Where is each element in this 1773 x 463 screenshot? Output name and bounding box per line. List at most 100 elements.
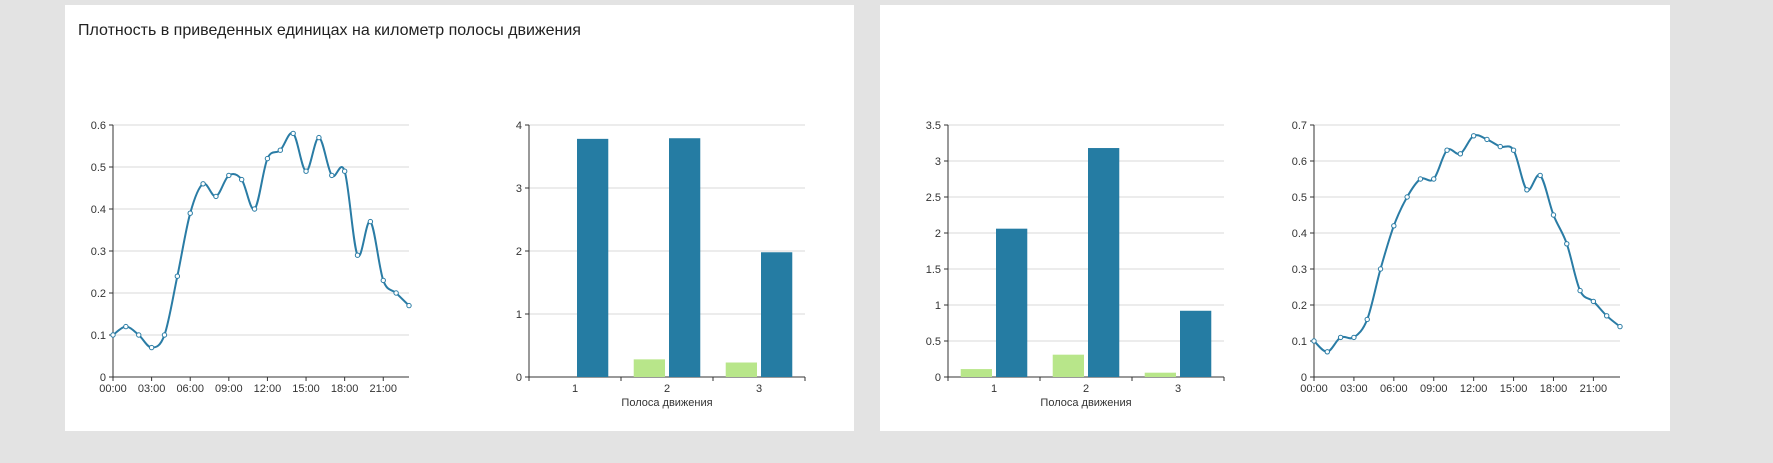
y-tick-label: 0.1 <box>91 330 106 342</box>
y-tick-label: 0 <box>1301 372 1307 384</box>
x-tick-label: 09:00 <box>1420 383 1448 395</box>
data-point <box>213 193 219 200</box>
bar-dark <box>761 252 793 377</box>
line-chart-right: 0 0.1 0.2 0.3 0.4 0.5 0.6 0.7 00:00 03:00 06:00 09:… <box>1292 120 1623 395</box>
data-point <box>1564 241 1570 247</box>
y-tick-label: 2.5 <box>926 192 941 204</box>
y-tick-label: 2 <box>935 228 941 240</box>
y-tick-label: 0 <box>935 372 941 384</box>
y-tick-label: 0.6 <box>1292 156 1307 168</box>
y-tick-label: 0.5 <box>926 336 941 348</box>
x-axis-title: Полоса движения <box>1040 397 1131 409</box>
data-point <box>277 147 284 153</box>
y-tick-label: 0.4 <box>1292 228 1307 240</box>
x-tick-label: 09:00 <box>215 383 243 395</box>
x-tick-label: 1 <box>991 383 997 395</box>
bar-dark <box>1088 148 1120 377</box>
data-point <box>329 172 335 179</box>
x-tick-label: 12:00 <box>1460 383 1488 395</box>
y-tick-label: 3.5 <box>926 120 941 132</box>
data-point <box>1524 187 1530 193</box>
data-point <box>1377 266 1384 272</box>
bar-light <box>1052 354 1084 377</box>
line-chart-left: 0 0.1 0.2 0.3 0.4 0.5 0.6 00:00 03:00 06:00 09:00 1… <box>91 120 412 395</box>
data-point <box>1497 143 1503 150</box>
x-tick-label: 03:00 <box>1340 383 1368 395</box>
data-point <box>1351 334 1357 341</box>
data-point <box>1550 212 1557 218</box>
data-point <box>1364 316 1370 323</box>
data-point <box>303 168 309 174</box>
y-tick-label: 0 <box>516 372 522 384</box>
data-point <box>1537 172 1543 179</box>
x-tick-label: 06:00 <box>176 383 204 395</box>
data-point <box>161 332 168 338</box>
data-point <box>1417 176 1424 182</box>
data-point <box>290 130 296 137</box>
data-point <box>1337 334 1344 341</box>
data-point <box>1484 136 1490 143</box>
data-point <box>200 181 206 187</box>
y-tick-label: 3 <box>935 156 941 168</box>
panel-title: Плотность в приведенных единицах на кило… <box>78 22 581 39</box>
y-tick-label: 4 <box>516 120 522 132</box>
data-point <box>406 302 412 309</box>
y-tick-label: 0 <box>100 372 106 384</box>
data-point <box>187 210 193 216</box>
chart-panel-left: Плотность в приведенных единицах на кило… <box>65 5 854 431</box>
data-point <box>1431 176 1437 182</box>
bar-dark <box>996 228 1028 377</box>
x-tick-label: 3 <box>1175 383 1181 395</box>
data-point <box>1444 147 1450 153</box>
data-point <box>148 344 155 351</box>
x-tick-label: 3 <box>756 383 762 395</box>
bar-dark <box>577 138 609 377</box>
y-tick-label: 0.5 <box>91 162 106 174</box>
y-tick-label: 0.1 <box>1292 336 1307 348</box>
data-point <box>341 168 348 174</box>
bar-dark <box>669 138 701 377</box>
y-tick-label: 0.3 <box>91 246 106 258</box>
data-point <box>226 172 232 179</box>
data-point <box>1311 338 1317 344</box>
x-tick-label: 18:00 <box>331 383 359 395</box>
data-point <box>1510 147 1517 153</box>
y-tick-label: 1.5 <box>926 264 941 276</box>
x-tick-label: 06:00 <box>1380 383 1408 395</box>
data-point <box>380 277 386 284</box>
x-tick-label: 12:00 <box>254 383 282 395</box>
x-tick-label: 03:00 <box>138 383 166 395</box>
x-tick-label: 15:00 <box>292 383 320 395</box>
bar-light <box>1144 372 1176 377</box>
data-point <box>1617 323 1623 330</box>
data-point <box>110 332 116 338</box>
x-tick-label: 2 <box>664 383 670 395</box>
y-tick-label: 0.6 <box>91 120 106 132</box>
bar-light <box>960 369 992 377</box>
x-tick-label: 21:00 <box>1580 383 1608 395</box>
x-tick-label: 15:00 <box>1500 383 1528 395</box>
x-tick-label: 00:00 <box>1300 383 1328 395</box>
data-point <box>251 206 258 212</box>
y-tick-label: 3 <box>516 183 522 195</box>
data-point <box>367 218 374 225</box>
bar-light <box>633 359 665 377</box>
y-tick-label: 0.4 <box>91 204 106 216</box>
series-line <box>1313 134 1621 353</box>
y-tick-label: 0.7 <box>1292 120 1307 132</box>
y-tick-label: 0.5 <box>1292 192 1307 204</box>
data-point <box>1470 133 1477 139</box>
data-point <box>264 155 271 162</box>
data-point <box>1324 349 1331 355</box>
bar-chart-right: 0 0.5 1 1.5 2 2.5 3 3.5 1 2 3 Полоса движения <box>926 120 1225 409</box>
x-tick-label: 21:00 <box>369 383 397 395</box>
data-point <box>1577 287 1583 294</box>
data-point <box>393 290 399 296</box>
bar-dark <box>1180 310 1212 377</box>
data-point <box>316 134 322 141</box>
y-tick-label: 0.3 <box>1292 264 1307 276</box>
y-tick-label: 0.2 <box>91 288 106 300</box>
bar-light <box>725 362 757 377</box>
data-point <box>123 323 129 330</box>
x-tick-label: 18:00 <box>1540 383 1568 395</box>
